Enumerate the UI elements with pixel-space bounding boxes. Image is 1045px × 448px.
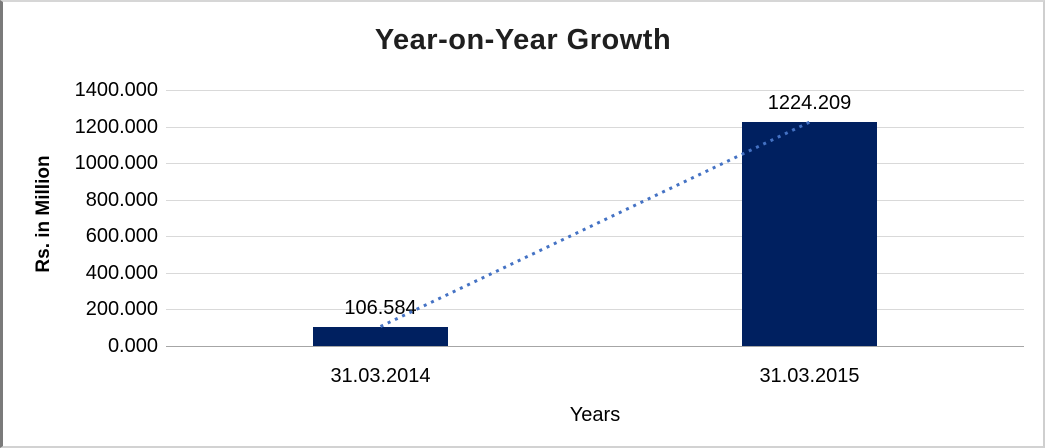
chart-title: Year-on-Year Growth <box>374 24 672 56</box>
y-tick-label: 0.000 <box>107 335 158 357</box>
plot-area: 106.584 1224.209 <box>166 90 1024 347</box>
y-tick-label: 400.000 <box>85 262 158 284</box>
y-gridline <box>166 273 1024 274</box>
bar-31.03.2014 <box>313 326 448 346</box>
bar-31.03.2015 <box>742 122 877 346</box>
y-tick-label: 800.000 <box>85 189 158 211</box>
y-tick-label: 1000.000 <box>74 152 158 174</box>
y-gridline <box>166 236 1024 237</box>
y-tick-label: 1400.000 <box>74 79 158 101</box>
y-tick-label: 1200.000 <box>74 116 158 138</box>
x-axis-line <box>166 346 1024 347</box>
y-tick-label: 600.000 <box>85 225 158 247</box>
y-tick-label: 200.000 <box>85 298 158 320</box>
x-tick-label: 31.03.2015 <box>759 365 860 387</box>
bar-value-label: 1224.209 <box>767 92 852 115</box>
y-gridline <box>166 127 1024 128</box>
x-tick-label: 31.03.2014 <box>330 365 431 387</box>
x-axis-title: Years <box>569 404 621 426</box>
y-gridline <box>166 90 1024 91</box>
bar-value-label: 106.584 <box>344 296 417 319</box>
y-gridline <box>166 200 1024 201</box>
y-gridline <box>166 163 1024 164</box>
